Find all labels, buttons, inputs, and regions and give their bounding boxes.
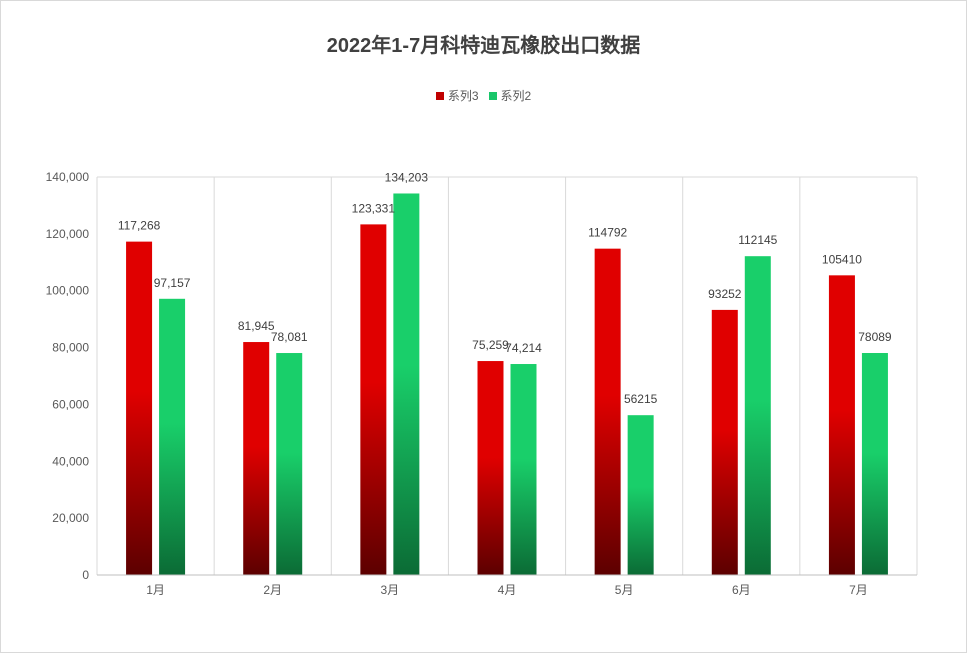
bar-series-2 <box>627 415 654 575</box>
y-tick-label: 100,000 <box>46 284 90 298</box>
axis-layer: 0 20,000 40,000 60,000 80,000 100,000 120,000 1… <box>46 170 917 597</box>
data-label: 114792 <box>588 226 627 240</box>
bar-series-3 <box>360 224 387 576</box>
bar-series-2 <box>744 256 771 575</box>
y-tick-label: 0 <box>82 568 89 582</box>
y-tick-label: 120,000 <box>46 227 90 241</box>
data-label: 74,214 <box>505 341 542 355</box>
legend-item-series-3[interactable]: 系列3 <box>435 87 479 104</box>
x-tick-label: 6月 <box>732 583 751 597</box>
bar-series-3 <box>243 342 270 575</box>
bars-layer <box>126 193 888 576</box>
data-label: 78089 <box>858 330 892 344</box>
y-tick-label: 140,000 <box>46 170 90 184</box>
y-tick-label: 80,000 <box>52 341 89 355</box>
x-tick-label: 7月 <box>849 583 868 597</box>
chart-title: 2022年1-7月科特迪瓦橡胶出口数据 <box>326 35 641 57</box>
legend: 系列3 系列2 <box>1 87 966 104</box>
bar-series-3 <box>828 275 855 575</box>
y-tick-label: 40,000 <box>52 454 89 468</box>
bar-series-3 <box>477 361 504 575</box>
data-label: 112145 <box>738 233 777 247</box>
y-tick-label: 20,000 <box>52 511 89 525</box>
legend-item-series-2[interactable]: 系列2 <box>488 87 532 104</box>
grid-layer <box>96 176 918 575</box>
data-label: 123,331 <box>352 201 396 215</box>
bar-series-2 <box>861 353 888 575</box>
bar-series-2 <box>276 353 303 575</box>
bar-series-3 <box>594 248 621 575</box>
data-label: 56215 <box>624 392 658 406</box>
bar-series-2 <box>159 298 186 575</box>
data-label: 134,203 <box>385 170 429 184</box>
bar-series-2 <box>393 193 420 575</box>
bar-series-3 <box>711 309 738 575</box>
data-label: 117,268 <box>118 219 161 233</box>
data-label: 75,259 <box>472 338 509 352</box>
bar-series-2 <box>510 364 537 575</box>
x-tick-label: 5月 <box>615 583 634 597</box>
x-tick-label: 4月 <box>498 583 517 597</box>
y-tick-label: 60,000 <box>52 397 89 411</box>
legend-swatch-series-3 <box>435 91 444 100</box>
legend-label-series-3: 系列3 <box>447 89 479 103</box>
bar-series-3 <box>126 241 153 575</box>
data-label: 93252 <box>708 287 742 301</box>
data-label: 105410 <box>822 252 862 266</box>
x-tick-label: 2月 <box>263 583 282 597</box>
x-tick-label: 1月 <box>146 583 165 597</box>
data-label: 78,081 <box>271 330 308 344</box>
legend-label-series-2: 系列2 <box>500 89 532 103</box>
x-tick-label: 3月 <box>381 583 400 597</box>
data-label: 97,157 <box>154 276 191 290</box>
legend-swatch-series-2 <box>488 91 497 100</box>
data-label: 81,945 <box>238 319 275 333</box>
